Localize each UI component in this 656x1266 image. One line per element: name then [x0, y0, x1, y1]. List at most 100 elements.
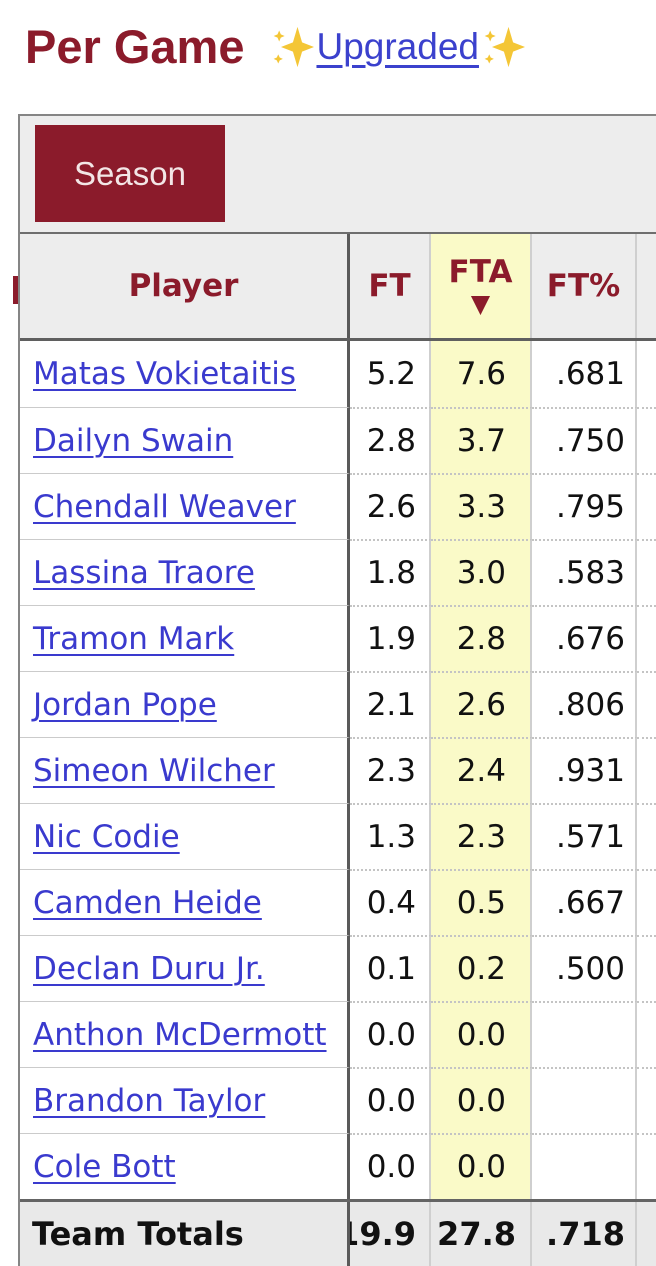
fta-cell: 3.3 [431, 473, 532, 539]
clipped-prev-column-fragment [13, 276, 19, 304]
ft-cell: 1.8 [350, 539, 431, 605]
stats-table: Season Player FT FTA ▼ FT% Matas Vokieta… [18, 114, 656, 1266]
table-row: Declan Duru Jr. 0.1 0.2 .500 [20, 935, 656, 1001]
player-cell: Declan Duru Jr. [20, 935, 350, 1001]
ftpct-cell: .571 [532, 803, 637, 869]
fta-header-label: FTA [448, 253, 513, 290]
ft-cell: 5.2 [350, 341, 431, 407]
column-header-ft[interactable]: FT [350, 234, 431, 338]
ft-cell: 2.3 [350, 737, 431, 803]
player-link[interactable]: Simeon Wilcher [33, 752, 275, 789]
ft-cell: 1.3 [350, 803, 431, 869]
fta-cell: 0.0 [431, 1067, 532, 1133]
extra-cell [637, 407, 656, 473]
table-header-row: Player FT FTA ▼ FT% [20, 234, 656, 341]
totals-fta-cell: 27.8 [431, 1202, 532, 1266]
extra-cell [637, 869, 656, 935]
table-row: Tramon Mark 1.9 2.8 .676 [20, 605, 656, 671]
table-row: Cole Bott 0.0 0.0 [20, 1133, 656, 1199]
player-cell: Chendall Weaver [20, 473, 350, 539]
ftpct-cell: .667 [532, 869, 637, 935]
ft-cell: 2.1 [350, 671, 431, 737]
extra-cell [637, 539, 656, 605]
ftpct-cell [532, 1001, 637, 1067]
ft-cell: 0.0 [350, 1133, 431, 1199]
player-link[interactable]: Camden Heide [33, 884, 262, 921]
column-header-ftpct[interactable]: FT% [532, 234, 637, 338]
table-row: Anthon McDermott 0.0 0.0 [20, 1001, 656, 1067]
column-header-player[interactable]: Player [20, 234, 350, 338]
page-title: Per Game [25, 20, 245, 73]
ft-cell: 0.0 [350, 1067, 431, 1133]
extra-cell [637, 935, 656, 1001]
table-row: Camden Heide 0.4 0.5 .667 [20, 869, 656, 935]
extra-cell [637, 1001, 656, 1067]
ftpct-cell: .583 [532, 539, 637, 605]
ftpct-cell [532, 1133, 637, 1199]
fta-cell: 2.3 [431, 803, 532, 869]
table-row: Simeon Wilcher 2.3 2.4 .931 [20, 737, 656, 803]
player-link[interactable]: Matas Vokietaitis [33, 356, 296, 392]
table-row: Chendall Weaver 2.6 3.3 .795 [20, 473, 656, 539]
player-link[interactable]: Dailyn Swain [33, 422, 234, 459]
fta-cell: 0.0 [431, 1133, 532, 1199]
extra-cell [637, 737, 656, 803]
fta-cell: 0.2 [431, 935, 532, 1001]
ftpct-cell: .676 [532, 605, 637, 671]
fta-cell: 2.4 [431, 737, 532, 803]
player-cell: Dailyn Swain [20, 407, 350, 473]
fta-cell: 2.6 [431, 671, 532, 737]
extra-cell [637, 1067, 656, 1133]
ft-cell: 0.4 [350, 869, 431, 935]
player-link[interactable]: Brandon Taylor [33, 1082, 266, 1119]
player-link[interactable]: Declan Duru Jr. [33, 950, 265, 987]
player-link[interactable]: Nic Codie [33, 818, 180, 855]
player-link[interactable]: Cole Bott [33, 1148, 176, 1185]
player-link[interactable]: Lassina Traore [33, 554, 255, 591]
ftpct-cell: .931 [532, 737, 637, 803]
table-row: Matas Vokietaitis 5.2 7.6 .681 [20, 341, 656, 407]
sparkles-icon [270, 21, 315, 73]
table-row: Nic Codie 1.3 2.3 .571 [20, 803, 656, 869]
extra-cell [637, 605, 656, 671]
extra-cell [637, 1133, 656, 1199]
totals-extra-cell [637, 1202, 656, 1266]
ftpct-cell: .750 [532, 407, 637, 473]
table-row: Lassina Traore 1.8 3.0 .583 [20, 539, 656, 605]
ftpct-cell [532, 1067, 637, 1133]
ft-cell: 0.0 [350, 1001, 431, 1067]
page-header: Per Game Upgraded [25, 20, 525, 74]
column-header-fta[interactable]: FTA ▼ [431, 234, 532, 338]
table-row: Jordan Pope 2.1 2.6 .806 [20, 671, 656, 737]
season-button[interactable]: Season [35, 125, 225, 222]
totals-ft-value: 19.9 [350, 1215, 416, 1253]
fta-cell: 3.7 [431, 407, 532, 473]
upgraded-link[interactable]: Upgraded [270, 21, 525, 73]
ftpct-cell: .681 [532, 341, 637, 407]
totals-ft-cell: 19.9 [350, 1202, 431, 1266]
ftpct-cell: .806 [532, 671, 637, 737]
fta-cell: 2.8 [431, 605, 532, 671]
ftpct-cell: .795 [532, 473, 637, 539]
sparkles-icon [481, 21, 525, 73]
player-cell: Tramon Mark [20, 605, 350, 671]
fta-cell: 3.0 [431, 539, 532, 605]
extra-cell [637, 671, 656, 737]
player-cell: Nic Codie [20, 803, 350, 869]
fta-cell: 0.5 [431, 869, 532, 935]
ft-cell: 2.8 [350, 407, 431, 473]
player-link[interactable]: Anthon McDermott [33, 1016, 327, 1053]
player-cell: Simeon Wilcher [20, 737, 350, 803]
ft-cell: 1.9 [350, 605, 431, 671]
player-cell: Brandon Taylor [20, 1067, 350, 1133]
extra-cell [637, 803, 656, 869]
column-header-partial [637, 234, 656, 338]
player-link[interactable]: Tramon Mark [33, 620, 235, 657]
upgraded-label: Upgraded [316, 26, 479, 68]
ft-cell: 2.6 [350, 473, 431, 539]
player-link[interactable]: Chendall Weaver [33, 488, 296, 525]
extra-cell [637, 341, 656, 407]
player-cell: Matas Vokietaitis [20, 341, 350, 407]
table-body: Matas Vokietaitis 5.2 7.6 .681 Dailyn Sw… [20, 341, 656, 1199]
player-link[interactable]: Jordan Pope [33, 686, 217, 723]
